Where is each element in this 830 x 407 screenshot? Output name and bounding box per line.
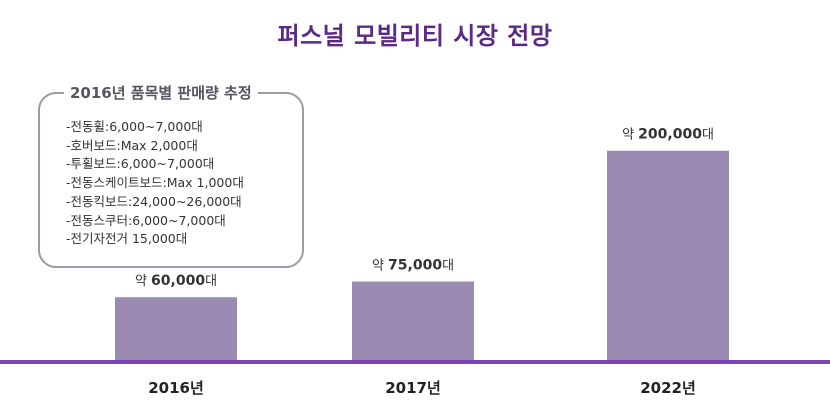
estimate-item: -전동스케이트보드:Max 1,000대 [66, 175, 244, 191]
estimate-item: -투휠보드:6,000~7,000대 [66, 156, 215, 172]
estimate-item: -전동킥보드:24,000~26,000대 [66, 193, 242, 209]
estimate-item: -전기자전거 15,000대 [66, 231, 188, 247]
data-label: 약 60,000대 [135, 273, 217, 289]
x-axis-line [0, 360, 830, 364]
data-label: 약 75,000대 [372, 258, 454, 274]
chart-title: 퍼스널 모빌리티 시장 전망 [277, 22, 553, 50]
bar-2016년 [115, 297, 237, 360]
bar-2017년 [352, 281, 474, 360]
data-label: 약 200,000대 [622, 127, 714, 143]
estimate-item: -호버보드:Max 2,000대 [66, 137, 198, 153]
bar-2022년 [607, 150, 729, 360]
estimate-list: -전동휠:6,000~7,000대 -호버보드:Max 2,000대 -투휠보드… [66, 118, 244, 249]
estimate-panel-title: 2016년 품목별 판매량 추정 [64, 82, 258, 103]
estimate-item: -전동스쿠터:6,000~7,000대 [66, 212, 226, 228]
x-tick-label: 2017년 [385, 379, 441, 397]
x-tick-label: 2022년 [640, 379, 696, 397]
estimate-item: -전동휠:6,000~7,000대 [66, 119, 203, 134]
x-tick-label: 2016년 [148, 379, 204, 397]
